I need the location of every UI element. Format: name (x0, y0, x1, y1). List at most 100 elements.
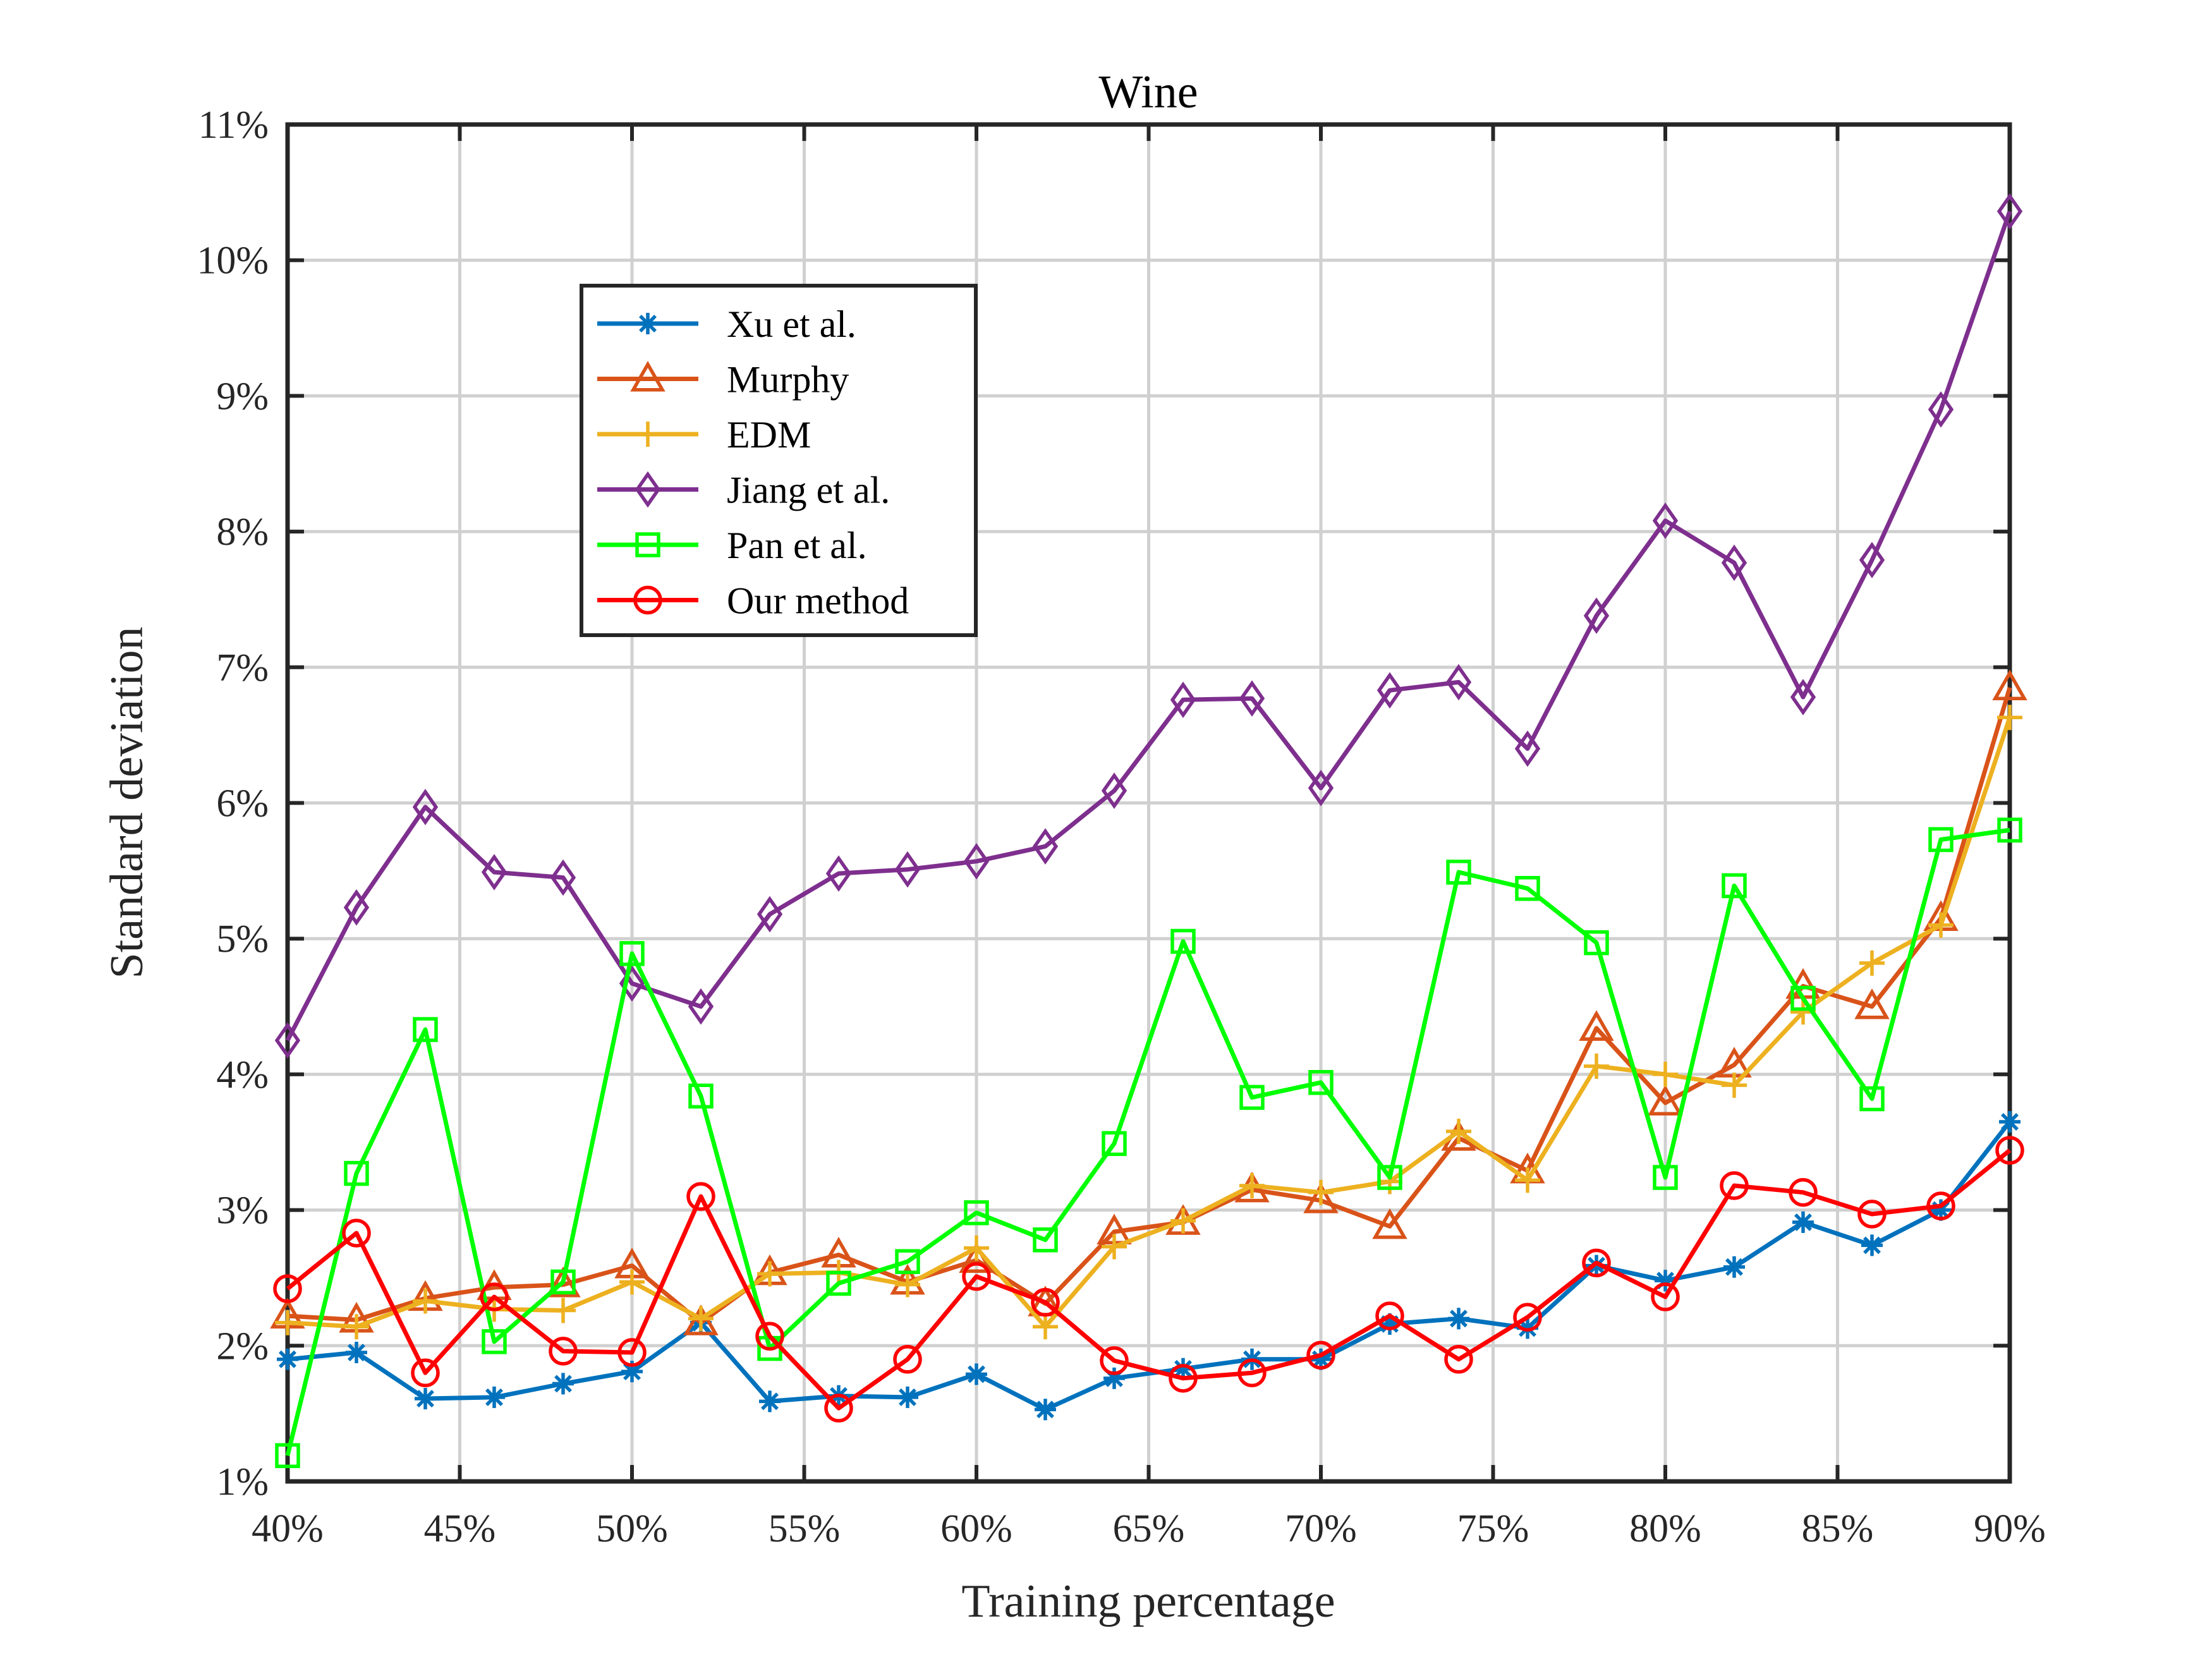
asterisk-marker (1517, 1317, 1538, 1339)
x-tick-label: 70% (1285, 1507, 1357, 1550)
x-tick-label: 85% (1802, 1507, 1874, 1550)
x-tick-label: 55% (769, 1507, 841, 1550)
square-marker (1308, 1070, 1334, 1095)
square-marker (688, 1083, 714, 1109)
diamond-marker (963, 843, 990, 880)
circle-marker (1720, 1171, 1749, 1200)
asterisk-marker (1723, 1256, 1745, 1278)
legend-box (580, 284, 978, 637)
diamond-marker (1170, 681, 1196, 719)
asterisk-marker (1172, 1358, 1194, 1380)
asterisk-marker (1379, 1313, 1401, 1335)
plus-marker (413, 1288, 438, 1314)
square-marker (413, 1017, 438, 1042)
circle-marker (1582, 1248, 1611, 1278)
diamond-marker (1239, 680, 1265, 717)
diamond-marker (1652, 502, 1679, 539)
circle-marker (480, 1282, 509, 1311)
triangle-marker (1372, 1208, 1407, 1239)
diamond-marker (894, 851, 921, 888)
square-marker (1653, 1165, 1678, 1190)
square-marker (1997, 817, 2022, 843)
plus-marker (757, 1261, 782, 1287)
circle-marker (617, 1338, 647, 1367)
circle-marker (1995, 1136, 2024, 1165)
triangle-marker (1579, 1010, 1614, 1041)
legend-label: Murphy (727, 359, 849, 401)
circle-marker (962, 1262, 991, 1291)
square-marker (1446, 860, 1471, 885)
x-tick-label: 45% (424, 1507, 496, 1550)
triangle-marker (1992, 669, 2027, 701)
diamond-marker (274, 1022, 301, 1059)
asterisk-marker (759, 1390, 781, 1413)
legend-item: Jiang et al. (597, 470, 890, 511)
plus-marker (619, 1269, 645, 1295)
diamond-marker (343, 889, 370, 926)
square-marker (619, 941, 645, 966)
diamond-marker (757, 896, 783, 933)
legend-item: Our method (597, 580, 909, 622)
square-marker (1722, 873, 1747, 899)
square-marker (275, 1443, 300, 1468)
diamond-marker (688, 988, 714, 1025)
y-tick-label: 10% (197, 240, 269, 283)
asterisk-marker (1930, 1199, 1952, 1221)
circle-marker (273, 1274, 302, 1303)
square-marker (1239, 1085, 1265, 1110)
diamond-marker (825, 855, 852, 892)
circle-marker (1857, 1200, 1887, 1229)
plus-marker (1102, 1234, 1127, 1260)
triangle-marker (1854, 988, 1890, 1019)
asterisk-marker (277, 1348, 298, 1370)
square-marker (964, 1200, 989, 1225)
x-axis-label: Training percentage (961, 1576, 1335, 1627)
circle-marker (1100, 1346, 1129, 1375)
square-marker (826, 1270, 851, 1296)
asterisk-marker (1310, 1348, 1332, 1370)
asterisk-marker (1103, 1367, 1125, 1389)
series-our-method (273, 1136, 2024, 1423)
y-tick-label: 8% (216, 511, 269, 554)
circle-marker (1237, 1358, 1267, 1387)
plus-marker (1928, 912, 1954, 938)
plus-marker (1515, 1167, 1540, 1193)
diamond-marker (635, 471, 661, 508)
square-marker (1584, 930, 1609, 956)
asterisk-marker (346, 1342, 367, 1364)
asterisk-marker (1792, 1211, 1814, 1233)
legend: Xu et al. Murphy EDM Jiang et al. Pan et al.… (580, 284, 978, 637)
legend-label: Our method (727, 580, 909, 622)
square-marker (1515, 876, 1540, 901)
circle-marker (824, 1394, 853, 1423)
x-tick-label: 75% (1457, 1507, 1529, 1550)
diamond-marker (1445, 664, 1472, 701)
legend-item: Xu et al. (597, 303, 856, 345)
asterisk-marker (415, 1388, 436, 1410)
square-marker (1102, 1131, 1127, 1157)
diamond-marker (1308, 770, 1334, 806)
circle-marker (1513, 1303, 1542, 1332)
y-tick-label: 11% (198, 104, 269, 147)
y-tick-label: 1% (216, 1461, 269, 1504)
diamond-marker (1928, 391, 1954, 428)
circle-marker (342, 1218, 371, 1248)
series-group (270, 193, 2027, 1468)
asterisk-marker (1448, 1308, 1469, 1330)
plus-marker (1239, 1172, 1265, 1198)
plus-marker (964, 1235, 989, 1261)
square-marker (1033, 1227, 1058, 1253)
diamond-marker (1721, 544, 1747, 581)
square-marker (482, 1329, 507, 1354)
plus-marker (1653, 1061, 1678, 1087)
legend-label: Jiang et al. (727, 470, 890, 511)
plus-marker (1859, 950, 1885, 976)
diamond-marker (1101, 772, 1127, 809)
circle-marker (686, 1182, 715, 1211)
triangle-marker (1648, 1085, 1683, 1115)
diamond-marker (1514, 730, 1541, 767)
asterisk-marker (552, 1373, 574, 1395)
asterisk-marker (897, 1386, 918, 1408)
plus-marker (550, 1297, 576, 1323)
